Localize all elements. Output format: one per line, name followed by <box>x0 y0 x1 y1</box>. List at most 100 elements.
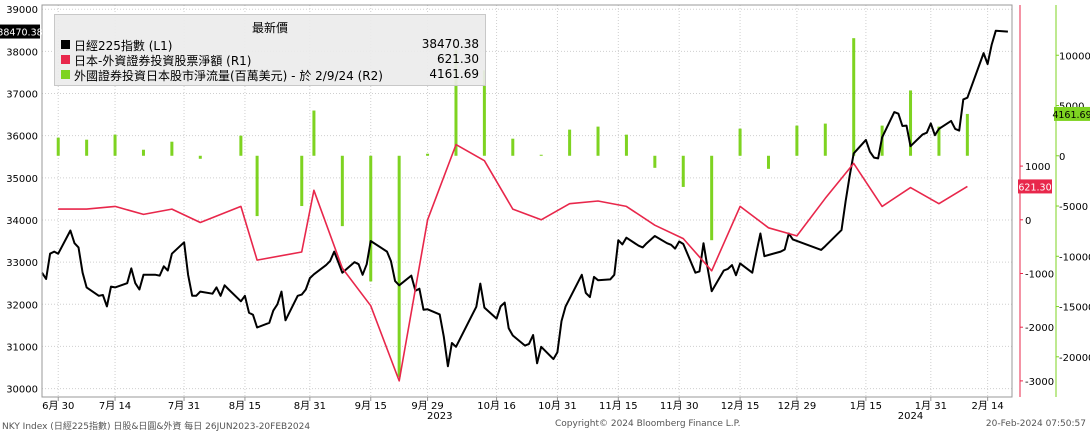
y-tick-label-r1: 1000 <box>1025 162 1050 173</box>
y-tick-label-r2: -15000 <box>1059 303 1090 314</box>
r2-bar <box>482 70 486 156</box>
r1-value-tag-bg <box>1018 179 1052 194</box>
y-tick-label-r1: 0 <box>1025 216 1031 227</box>
r2-bar <box>965 113 969 156</box>
r2-value-tag-text: 4161.69 <box>1052 110 1090 121</box>
r2-bar <box>85 139 89 156</box>
legend-item-r2: 外國證券投資日本股市淨流量(百萬美元) - 於 2/9/24 (R2) 4161… <box>61 67 479 83</box>
r2-bar <box>681 155 685 187</box>
r2-bar <box>511 138 515 156</box>
legend-swatch-l1 <box>61 40 70 49</box>
x-tick-label: 1月 15 <box>850 400 882 412</box>
l1-value-tag-bg <box>0 24 40 39</box>
l1-value-tag: 38470.38 <box>0 24 43 39</box>
r2-bar <box>539 154 543 156</box>
legend-label-r2: 外國證券投資日本股市淨流量(百萬美元) - 於 2/9/24 (R2) <box>74 69 383 83</box>
y-tick-label-l1: 34000 <box>6 216 38 227</box>
r2-bar <box>397 155 401 377</box>
x-year-label: 2023 <box>427 411 452 422</box>
y-tick-label-l1: 37000 <box>6 90 38 101</box>
x-tick-label: 12月 29 <box>778 400 817 412</box>
x-year-label: 2024 <box>898 411 923 422</box>
legend-swatch-r1 <box>61 55 70 64</box>
y-tick-label-l1: 36000 <box>6 132 38 143</box>
chart-legend: 最新價 日經225指數 (L1) 38470.38 日本-外資證券投資股票淨額 … <box>54 14 486 86</box>
y-tick-label-l1: 33000 <box>6 258 38 269</box>
y-tick-label-r1: -1000 <box>1025 269 1054 280</box>
x-tick-label: 2月 14 <box>972 400 1004 412</box>
y-tick-label-l1: 39000 <box>6 5 38 16</box>
r2-bar <box>170 141 174 156</box>
x-tick-label: 9月 29 <box>411 400 443 412</box>
r2-bar <box>653 155 657 168</box>
r2-bar <box>56 137 60 156</box>
r2-bar <box>909 90 913 156</box>
legend-swatch-r2 <box>61 70 70 79</box>
r2-bar <box>852 38 856 156</box>
footer-security-info: NKY Index (日經225指數) 日股&日圓&外資 每日 26JUN202… <box>2 422 311 432</box>
r2-bar <box>239 135 243 156</box>
y-tick-label-l1: 31000 <box>6 342 38 353</box>
r2-bar <box>312 110 316 156</box>
r2-bar <box>568 129 572 156</box>
x-tick-label: 11月 30 <box>660 400 699 412</box>
line-series-group <box>41 29 1008 382</box>
x-tick-label: 10月 16 <box>477 400 516 412</box>
legend-label-r1: 日本-外資證券投資股票淨額 (R1) <box>74 54 252 68</box>
x-tick-label: 8月 31 <box>294 400 326 412</box>
r2-bar <box>596 126 600 156</box>
r2-bar <box>369 155 373 282</box>
y-tick-label-r2: -10000 <box>1059 252 1090 263</box>
r2-value-tag-bg <box>1054 106 1090 121</box>
chart-grid <box>42 5 1012 397</box>
r2-value-tag: 4161.69 <box>1052 106 1090 121</box>
r1-value-tag-text: 621.30 <box>1018 182 1051 193</box>
x-tick-label: 7月 14 <box>99 400 131 412</box>
y-tick-label-l1: 38000 <box>6 47 38 58</box>
plot-frame <box>41 4 1013 398</box>
y-tick-label-r1: -2000 <box>1025 323 1054 334</box>
r2-bar <box>141 149 145 156</box>
legend-label-l1: 日經225指數 (L1) <box>74 39 173 53</box>
r2-bar <box>255 155 259 217</box>
r2-bar <box>937 126 941 156</box>
r2-bar <box>823 123 827 156</box>
y-tick-label-r1: -3000 <box>1025 377 1054 388</box>
axes-group <box>41 4 1059 401</box>
r1-line-series <box>58 143 968 382</box>
r2-bar <box>426 153 430 156</box>
y-tick-label-r2: -5000 <box>1059 202 1088 213</box>
x-tick-label: 8月 15 <box>229 400 261 412</box>
legend-value-r2: 4161.69 <box>429 67 479 81</box>
r2-bar <box>198 155 202 159</box>
r2-bar <box>113 134 117 156</box>
legend-item-l1: 日經225指數 (L1) 38470.38 <box>61 37 479 53</box>
legend-value-l1: 38470.38 <box>421 37 479 51</box>
footer-copyright: Copyright© 2024 Bloomberg Finance L.P. <box>555 419 741 429</box>
r2-bar <box>300 155 304 207</box>
r2-bar <box>340 155 344 227</box>
y-tick-label-l1: 35000 <box>6 174 38 185</box>
y-tick-label-r2: -20000 <box>1059 353 1090 364</box>
x-tick-label: 9月 15 <box>355 400 387 412</box>
r2-bar <box>624 134 628 156</box>
r1-value-tag: 621.30 <box>1018 179 1052 194</box>
y-tick-label-l1: 32000 <box>6 300 38 311</box>
legend-title: 最新價 <box>251 21 288 35</box>
x-tick-label: 6月 30 <box>42 400 74 412</box>
r2-bar <box>710 155 714 241</box>
r2-bar <box>454 50 458 156</box>
x-tick-label: 11月 15 <box>599 400 638 412</box>
x-tick-label: 7月 31 <box>168 400 200 412</box>
l1-line-series <box>41 29 1008 368</box>
l1-value-tag-text: 38470.38 <box>0 28 43 39</box>
footer-timestamp: 20-Feb-2024 07:50:57 <box>985 419 1086 429</box>
legend-value-r1: 621.30 <box>437 52 479 66</box>
x-tick-label: 12月 15 <box>721 400 760 412</box>
y-tick-label-r2: 0 <box>1059 152 1065 163</box>
y-tick-label-l1: 30000 <box>6 385 38 396</box>
x-tick-label: 10月 31 <box>538 400 577 412</box>
r2-bar <box>795 125 799 156</box>
y-tick-label-r2: 10000 <box>1059 51 1090 62</box>
